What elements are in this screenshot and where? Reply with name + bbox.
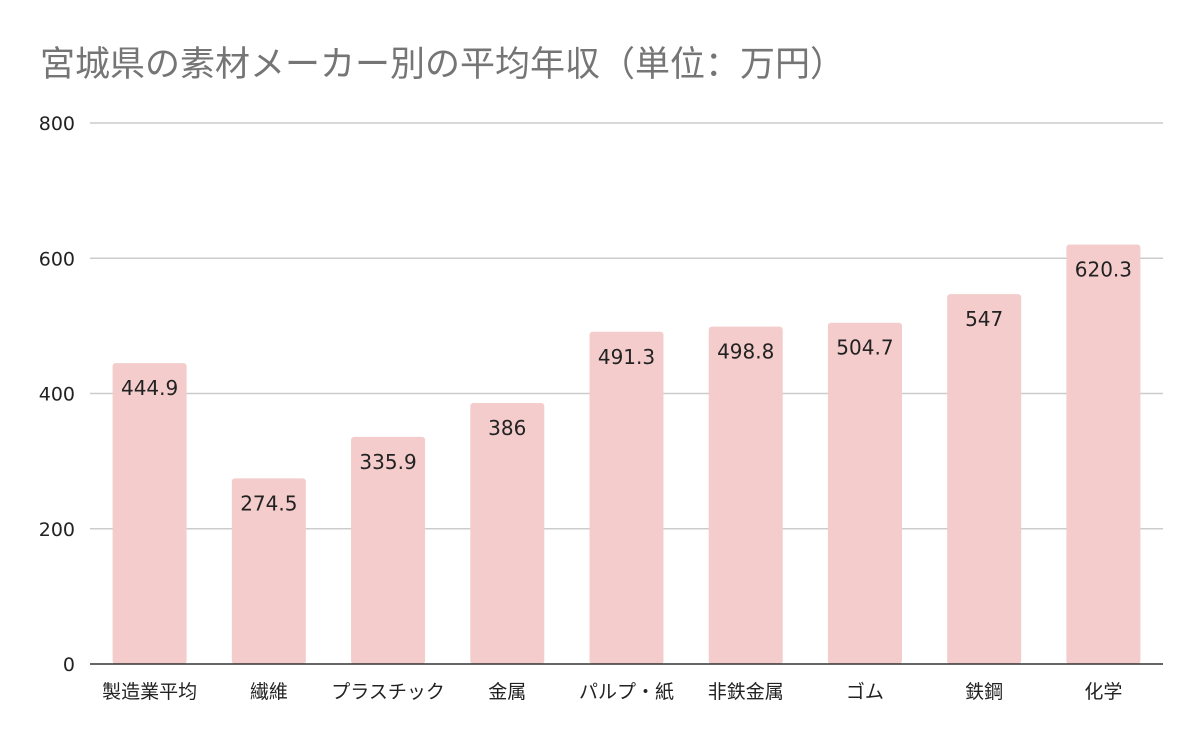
data-labels: 444.9 274.5 335.9 386 491.3 498.8 504.7 547 620.…	[121, 258, 1132, 516]
bar	[1066, 244, 1141, 664]
y-tick-label: 0	[63, 654, 75, 676]
x-tick-label: 金属	[488, 681, 526, 703]
bar	[470, 402, 545, 664]
y-axis: 0 200 400 600 800	[39, 113, 75, 676]
data-label: 444.9	[121, 376, 178, 400]
x-tick-label: パルプ・紙	[579, 681, 674, 703]
data-label: 274.5	[240, 491, 297, 515]
bar	[708, 326, 783, 664]
x-tick-label: 製造業平均	[102, 681, 197, 703]
y-tick-label: 600	[39, 248, 75, 270]
chart-title: 宮城県の素材メーカー別の平均年収（単位：万円）	[40, 45, 845, 85]
bars	[112, 244, 1141, 664]
bar	[231, 478, 306, 664]
x-tick-label: 非鉄金属	[708, 681, 784, 703]
x-tick-label: 鉄鋼	[965, 681, 1003, 703]
x-tick-label: 繊維	[250, 681, 288, 703]
bar	[112, 363, 187, 664]
y-tick-label: 200	[39, 519, 75, 541]
data-label: 335.9	[359, 450, 416, 474]
data-label: 491.3	[598, 345, 655, 369]
y-tick-label: 800	[39, 113, 75, 135]
bar	[589, 331, 664, 664]
bar	[351, 436, 426, 664]
data-label: 498.8	[717, 340, 774, 364]
x-axis: 製造業平均 繊維 プラスチック 金属 パルプ・紙 非鉄金属 ゴム 鉄鋼 化学	[90, 663, 1163, 703]
data-label: 620.3	[1075, 258, 1132, 282]
data-label: 504.7	[836, 336, 893, 360]
x-tick-label: ゴム	[846, 681, 884, 703]
x-tick-label: 化学	[1084, 681, 1122, 703]
data-label: 386	[488, 416, 526, 440]
bar	[947, 294, 1022, 664]
x-tick-label: プラスチック	[331, 681, 445, 703]
y-tick-label: 400	[39, 384, 75, 406]
data-label: 547	[965, 307, 1003, 331]
bar	[827, 322, 902, 664]
